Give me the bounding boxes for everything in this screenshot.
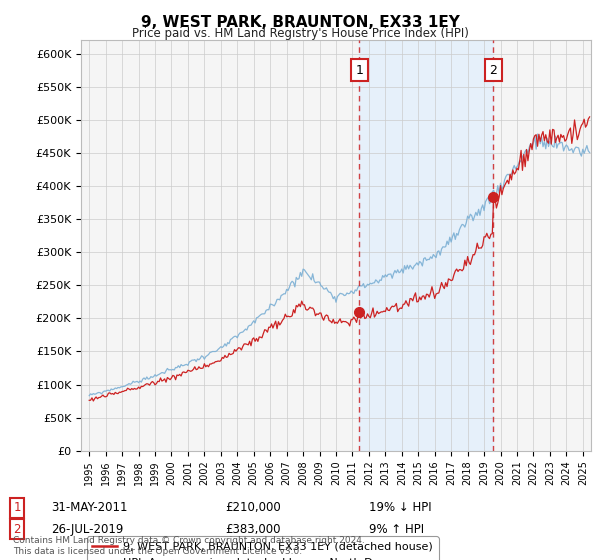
- Text: £210,000: £210,000: [225, 501, 281, 515]
- Text: Contains HM Land Registry data © Crown copyright and database right 2024.
This d: Contains HM Land Registry data © Crown c…: [13, 536, 365, 556]
- Text: 2: 2: [490, 64, 497, 77]
- Text: 1: 1: [355, 64, 363, 77]
- Text: 2: 2: [13, 522, 20, 536]
- Bar: [359, 40, 493, 451]
- Text: 31-MAY-2011: 31-MAY-2011: [51, 501, 128, 515]
- Text: 19% ↓ HPI: 19% ↓ HPI: [369, 501, 431, 515]
- Text: 9, WEST PARK, BRAUNTON, EX33 1EY: 9, WEST PARK, BRAUNTON, EX33 1EY: [140, 15, 460, 30]
- Text: 9% ↑ HPI: 9% ↑ HPI: [369, 522, 424, 536]
- Text: 26-JUL-2019: 26-JUL-2019: [51, 522, 124, 536]
- Text: Price paid vs. HM Land Registry's House Price Index (HPI): Price paid vs. HM Land Registry's House …: [131, 27, 469, 40]
- Legend: 9, WEST PARK, BRAUNTON, EX33 1EY (detached house), HPI: Average price, detached : 9, WEST PARK, BRAUNTON, EX33 1EY (detach…: [86, 536, 439, 560]
- Text: £383,000: £383,000: [225, 522, 281, 536]
- Text: 1: 1: [13, 501, 20, 515]
